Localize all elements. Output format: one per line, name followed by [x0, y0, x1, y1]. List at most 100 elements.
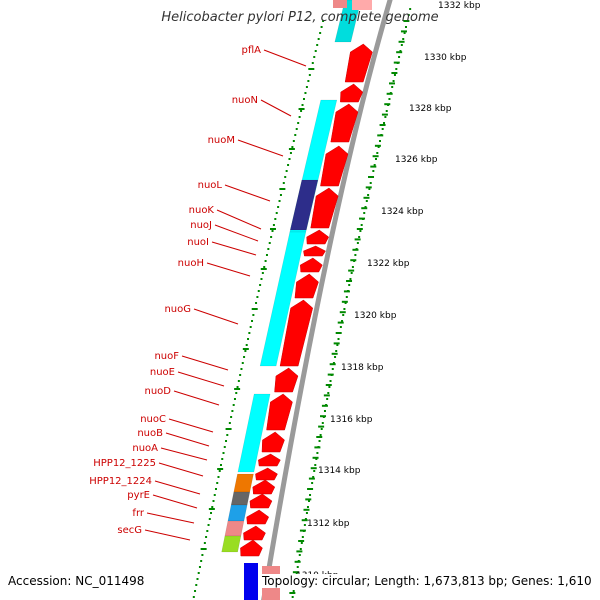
- reverse-gene-arrow: [246, 509, 270, 525]
- inner-ring-dot: [251, 320, 254, 322]
- gene-label-nuog: nuoG: [164, 304, 191, 315]
- forward-gene-block: [221, 535, 242, 553]
- label-leader-line: [154, 480, 201, 495]
- label-leader-line: [165, 432, 210, 447]
- ring-dot: [336, 344, 339, 346]
- gene-label-nuol: nuoL: [198, 180, 223, 191]
- inner-ring-dot: [231, 410, 234, 412]
- reverse-gene-arrow: [249, 493, 273, 509]
- topology-text: Topology: circular; Length: 1,673,813 bp…: [262, 574, 592, 588]
- inner-ring-dot: [239, 374, 242, 376]
- label-leader-line: [216, 209, 262, 230]
- inner-ring-dot: [316, 44, 319, 46]
- inner-ring-dot: [263, 266, 266, 268]
- ring-tick: [325, 384, 332, 386]
- inner-ring-tick: [242, 348, 249, 350]
- ring-tick: [303, 508, 310, 511]
- inner-ring-dot: [270, 236, 273, 238]
- reverse-gene-arrow: [344, 43, 373, 83]
- gene-label-nuoe: nuoE: [150, 367, 175, 378]
- ring-tick: [381, 113, 388, 116]
- ring-tick: [391, 72, 398, 74]
- ring-dot: [399, 50, 402, 52]
- ring-dot: [319, 434, 322, 436]
- inner-ring-dot: [200, 560, 203, 562]
- forward-gene-block: [244, 563, 258, 600]
- ring-dot: [327, 392, 330, 394]
- ring-dot: [381, 128, 384, 130]
- inner-ring-dot: [233, 398, 236, 400]
- scale-label: 1330 kbp: [424, 53, 467, 63]
- inner-ring-dot: [307, 80, 310, 82]
- ring-tick: [316, 436, 323, 438]
- label-leader-line: [173, 390, 220, 406]
- ring-dot: [344, 302, 347, 304]
- label-leader-line: [206, 262, 251, 277]
- gene-label-nuoj: nuoJ: [190, 220, 212, 231]
- inner-ring-dot: [292, 140, 295, 142]
- ring-dot: [391, 86, 394, 88]
- ring-dot: [316, 452, 319, 454]
- forward-gene-block: [237, 393, 271, 473]
- scale-label: 1314 kbp: [318, 466, 361, 476]
- ring-dot: [329, 380, 332, 382]
- scale-label: 1324 kbp: [381, 207, 424, 217]
- ring-dot: [305, 512, 308, 514]
- label-leaders: [144, 49, 307, 541]
- label-leader-line: [146, 512, 195, 524]
- inner-ring-dot: [248, 332, 251, 334]
- ring-tick: [321, 404, 328, 407]
- ring-tick: [379, 124, 386, 126]
- inner-ring-dot: [313, 56, 316, 58]
- ring-dot: [409, 8, 412, 10]
- inner-ring-dot: [197, 572, 200, 574]
- reverse-gene-arrow: [274, 367, 299, 393]
- label-leader-line: [211, 241, 257, 256]
- ring-dot: [339, 326, 342, 328]
- ring-tick: [352, 248, 359, 251]
- reverse-gene-arrow: [306, 229, 330, 245]
- label-leader-line: [144, 529, 191, 541]
- ring-dot: [363, 212, 366, 214]
- gene-label-nuoi: nuoI: [187, 237, 209, 248]
- inner-ring-dot: [213, 494, 216, 496]
- inner-ring-dot: [271, 230, 274, 232]
- gene-label-nuoc: nuoC: [140, 414, 166, 425]
- ring-dot: [383, 122, 386, 124]
- inner-ring-tick: [251, 308, 258, 310]
- inner-ring-dot: [304, 92, 307, 94]
- ring-dot: [309, 494, 312, 496]
- ring-dot: [374, 158, 377, 160]
- ring-dot: [404, 26, 407, 28]
- ring-tick: [384, 103, 391, 106]
- ring-tick: [363, 196, 370, 199]
- inner-ring-dot: [274, 218, 277, 220]
- ring-dot: [342, 314, 345, 316]
- inner-ring-dot: [260, 278, 263, 280]
- ring-dot: [392, 80, 395, 82]
- ring-tick: [372, 155, 379, 158]
- ring-tick: [389, 82, 396, 85]
- label-leader-line: [224, 184, 271, 202]
- scale-label: 1318 kbp: [341, 363, 384, 373]
- ring-tick: [400, 30, 407, 33]
- inner-ring-dot: [282, 182, 285, 184]
- ring-dot: [369, 182, 372, 184]
- reverse-gene-arrow: [303, 245, 326, 257]
- inner-ring-dot: [252, 314, 255, 316]
- ring-dot: [402, 38, 405, 40]
- reverse-gene-arrow: [240, 539, 263, 557]
- inner-ring-dot: [255, 302, 258, 304]
- ring-tick: [301, 519, 308, 522]
- ring-tick: [361, 207, 368, 210]
- inner-ring-dot: [268, 242, 271, 244]
- ring-dot: [328, 386, 331, 388]
- gene-label-nuob: nuoB: [137, 428, 163, 439]
- scale-label: 1316 kbp: [330, 415, 373, 425]
- ring-dot: [308, 500, 310, 502]
- ring-dot: [345, 296, 348, 298]
- inner-ring-dot: [322, 20, 325, 22]
- ring-tick: [374, 144, 381, 147]
- scale-labels: 1332 kbp 1330 kbp 1328 kbp 1326 kbp 1324 kbp…: [296, 1, 481, 581]
